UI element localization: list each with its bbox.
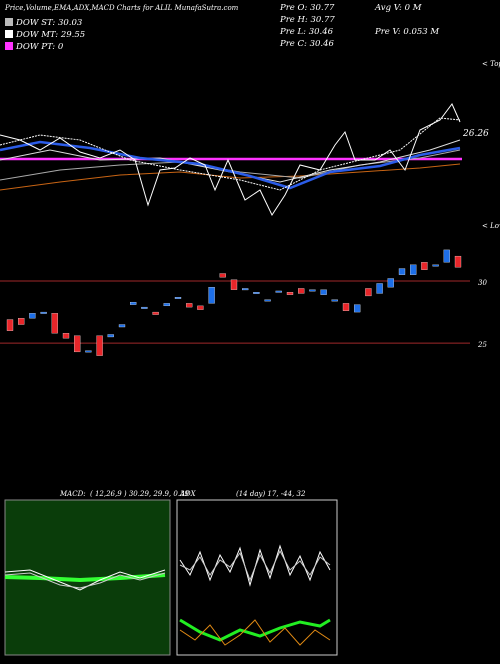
adx-di [179, 618, 331, 642]
adx-name: ADX [179, 490, 197, 498]
legend-swatch [5, 30, 13, 38]
ema-line [0, 140, 461, 190]
candle [443, 249, 450, 263]
candle [51, 313, 58, 334]
candle [107, 334, 114, 338]
legend-label: DOW PT: 0 [15, 42, 64, 52]
stat: Pre H: 30.77 [279, 15, 335, 25]
y-tick-label: 30 [478, 279, 487, 287]
candle [74, 335, 81, 353]
candle [454, 255, 462, 268]
tops-marker: < Tops [482, 60, 500, 68]
price-panel: 30 25 [0, 249, 487, 356]
ema-line [0, 117, 461, 191]
candle [398, 268, 406, 275]
candle [342, 303, 350, 311]
stat: Pre V: 0.053 M [374, 27, 439, 37]
candle [163, 303, 170, 307]
candle [174, 297, 182, 299]
candle [219, 273, 226, 278]
candle [376, 283, 383, 294]
macd-line [4, 572, 166, 589]
candle [29, 313, 36, 319]
candle [387, 278, 394, 288]
candle [130, 301, 137, 305]
candle [298, 288, 305, 294]
candle [410, 264, 417, 275]
macd-name: MACD: [59, 490, 86, 498]
candle [421, 262, 428, 270]
candle [152, 311, 159, 315]
adx-params: (14 day) 17, -44, 32 [236, 490, 306, 498]
candle [96, 335, 103, 356]
candle [208, 287, 215, 304]
candle [18, 318, 25, 325]
stat: Pre C: 30.46 [279, 39, 335, 49]
candle [85, 350, 92, 353]
candle [230, 279, 238, 290]
legend-label: DOW ST: 30.03 [15, 18, 82, 28]
legend-swatch [5, 42, 13, 50]
candle [354, 304, 361, 313]
candle [264, 299, 271, 302]
legend-label: DOW MT: 29.55 [15, 30, 85, 40]
candle [118, 324, 126, 328]
lows-marker: < Lows [482, 222, 500, 230]
candle [320, 289, 327, 295]
candle [141, 306, 148, 309]
candle [40, 311, 47, 314]
candle [62, 333, 70, 339]
candle [242, 288, 249, 291]
ema-line [0, 163, 461, 191]
candle [309, 289, 316, 292]
candle [6, 319, 14, 331]
stat: Pre L: 30.46 [279, 27, 334, 37]
candle [286, 292, 294, 295]
candle [253, 292, 260, 294]
candle [186, 303, 193, 308]
stat: Pre O: 30.77 [279, 3, 335, 13]
title: Price,Volume,EMA,ADX,MACD Charts for ALI… [4, 4, 239, 12]
y-tick-label: 25 [477, 341, 487, 349]
adx-di [179, 619, 331, 646]
price-line [0, 103, 461, 217]
candle [432, 264, 439, 267]
legend: DOW ST: 30.03 DOW MT: 29.55 DOW PT: 0 [5, 18, 85, 52]
adx-panel [176, 499, 338, 656]
candle [331, 299, 338, 302]
candle [275, 290, 282, 293]
macd-params: ( 12,26,9 ) 30.29, 29.9, 0.39 [90, 490, 190, 498]
legend-swatch [5, 18, 13, 26]
adx-line [179, 549, 331, 582]
ema-label: 26.26 [462, 129, 489, 139]
candle [197, 305, 204, 310]
candle [365, 288, 372, 297]
stat: Avg V: 0 M [374, 3, 422, 13]
